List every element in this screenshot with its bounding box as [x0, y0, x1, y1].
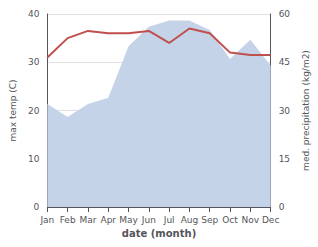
- svg-text:max temp (C): max temp (C): [8, 79, 18, 141]
- svg-text:Jan: Jan: [39, 215, 54, 225]
- svg-text:Nov: Nov: [242, 215, 260, 225]
- svg-text:30: 30: [279, 106, 291, 116]
- svg-text:0: 0: [279, 202, 285, 212]
- svg-text:Dec: Dec: [262, 215, 279, 225]
- svg-text:Jul: Jul: [163, 215, 175, 225]
- svg-text:Aug: Aug: [181, 215, 199, 225]
- svg-text:Feb: Feb: [60, 215, 76, 225]
- svg-text:0: 0: [34, 202, 40, 212]
- svg-text:60: 60: [279, 9, 291, 19]
- svg-text:30: 30: [28, 57, 40, 67]
- svg-text:Jun: Jun: [141, 215, 156, 225]
- svg-text:45: 45: [279, 57, 290, 67]
- svg-text:20: 20: [28, 106, 40, 116]
- svg-text:15: 15: [279, 154, 290, 164]
- svg-text:Apr: Apr: [100, 215, 116, 225]
- svg-text:med. precipitation (kg/m2): med. precipitation (kg/m2): [301, 50, 311, 171]
- svg-text:Sep: Sep: [201, 215, 218, 225]
- svg-text:Mar: Mar: [79, 215, 96, 225]
- svg-text:date (month): date (month): [122, 228, 196, 239]
- svg-text:Oct: Oct: [222, 215, 238, 225]
- svg-text:May: May: [119, 215, 138, 225]
- svg-text:40: 40: [28, 9, 40, 19]
- svg-text:10: 10: [28, 154, 40, 164]
